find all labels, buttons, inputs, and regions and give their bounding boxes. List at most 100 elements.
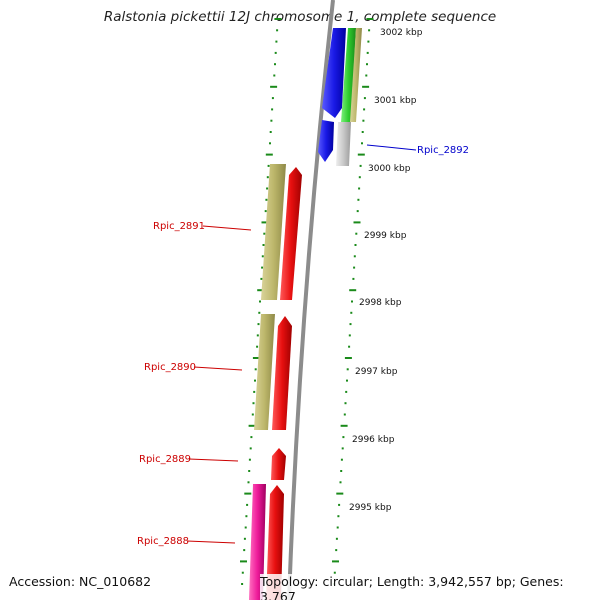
scale-label: 3002 kbp: [380, 28, 423, 38]
tick-mark: [261, 221, 269, 224]
tick-mark: [341, 447, 344, 450]
tick-mark: [263, 232, 266, 235]
tick-mark: [274, 63, 276, 66]
tick-mark: [356, 210, 359, 213]
left-tick-ring: [240, 18, 282, 585]
gene-khaki-rpic-2890: [254, 314, 275, 430]
tick-mark: [250, 436, 253, 439]
tick-mark: [258, 311, 261, 314]
tick-mark: [265, 198, 268, 201]
tick-mark: [349, 289, 357, 292]
tick-mark: [362, 119, 365, 122]
gene-features: [249, 28, 362, 600]
tick-mark: [270, 85, 278, 88]
tick-mark: [267, 164, 270, 167]
leader-line-rpic-2888: [186, 540, 236, 544]
tick-mark: [260, 277, 263, 280]
tick-mark: [361, 131, 364, 133]
tick-mark: [252, 357, 260, 359]
gene-label-rpic-2891[interactable]: Rpic_2891: [153, 221, 205, 232]
tick-mark: [333, 571, 336, 574]
tick-mark: [349, 323, 352, 326]
gene-pink-rpic-2888: [249, 484, 266, 600]
tick-mark: [338, 503, 341, 506]
tick-mark: [247, 481, 250, 484]
gene-label-rpic-2892[interactable]: Rpic_2892: [417, 145, 469, 156]
summary-box: Topology: circular; Length: 3,942,557 bp…: [260, 574, 600, 600]
tick-mark: [261, 255, 264, 258]
tick-mark: [257, 323, 260, 326]
scale-label: 3001 kbp: [374, 96, 417, 106]
tick-mark: [253, 390, 256, 393]
tick-mark: [269, 131, 272, 133]
tick-mark: [251, 413, 254, 416]
gene-label-rpic-2889[interactable]: Rpic_2889: [139, 454, 191, 465]
tick-mark: [336, 526, 339, 529]
tick-mark: [240, 560, 247, 563]
tick-mark: [357, 153, 365, 156]
gene-red-rpic-2888: [266, 485, 284, 600]
tick-mark: [241, 583, 244, 585]
tick-mark: [262, 244, 265, 246]
tick-mark: [363, 108, 366, 111]
tick-mark: [264, 210, 267, 213]
tick-mark: [249, 447, 252, 450]
tick-mark: [256, 334, 259, 337]
tick-mark: [274, 18, 282, 20]
tick-mark: [340, 424, 348, 427]
gene-grey: [336, 122, 351, 166]
tick-mark: [361, 142, 363, 145]
tick-mark: [248, 470, 251, 472]
tick-mark: [256, 345, 259, 348]
tick-mark: [244, 526, 247, 529]
gene-khaki-top: [350, 28, 362, 122]
tick-mark: [358, 176, 361, 179]
summary-label: Topology: circular; Length: 3,942,557 bp…: [260, 574, 564, 600]
tick-mark: [367, 40, 370, 43]
leader-line-rpic-2890: [193, 366, 243, 371]
tick-mark: [357, 198, 360, 201]
scale-label: 3000 kbp: [368, 164, 411, 174]
gene-khaki-rpic-2891: [261, 164, 286, 300]
scale-label: 2995 kbp: [349, 503, 392, 513]
tick-mark: [353, 266, 356, 269]
tick-mark: [246, 503, 249, 506]
tick-mark: [366, 63, 368, 66]
tick-mark: [351, 300, 353, 303]
tick-mark: [243, 537, 246, 540]
tick-mark: [276, 29, 279, 32]
tick-mark: [271, 97, 274, 100]
accession-label: Accession: NC_010682: [9, 574, 152, 589]
tick-mark: [265, 153, 273, 156]
scale-label: 2998 kbp: [359, 298, 402, 308]
tick-mark: [355, 232, 358, 235]
tick-mark: [368, 29, 371, 32]
map-title: Ralstonia pickettii 12J chromosome 1, co…: [103, 9, 497, 25]
gene-label-rpic-2888[interactable]: Rpic_2888: [137, 536, 189, 547]
tick-mark: [257, 289, 265, 292]
tick-mark: [241, 571, 244, 574]
backbone-line: [287, 0, 335, 600]
tick-mark: [269, 142, 271, 145]
tick-mark: [254, 379, 256, 382]
tick-mark: [340, 470, 343, 472]
gene-label-rpic-2890[interactable]: Rpic_2890: [144, 362, 196, 373]
tick-mark: [353, 255, 356, 258]
tick-mark: [359, 164, 362, 167]
tick-mark: [243, 549, 246, 552]
tick-mark: [344, 402, 347, 405]
tick-mark: [348, 334, 351, 337]
gene-red-rpic-2891: [280, 167, 302, 300]
tick-mark: [342, 436, 345, 439]
tick-mark: [350, 311, 353, 314]
tick-mark: [332, 560, 339, 563]
tick-mark: [343, 413, 346, 416]
tick-mark: [346, 379, 348, 382]
tick-mark: [266, 187, 269, 190]
leader-line-rpic-2891: [202, 225, 252, 231]
gene-blue-lower: [318, 120, 334, 162]
tick-mark: [339, 481, 342, 484]
tick-mark: [348, 345, 351, 348]
tick-mark: [245, 515, 248, 518]
scale-label: 2999 kbp: [364, 231, 407, 241]
